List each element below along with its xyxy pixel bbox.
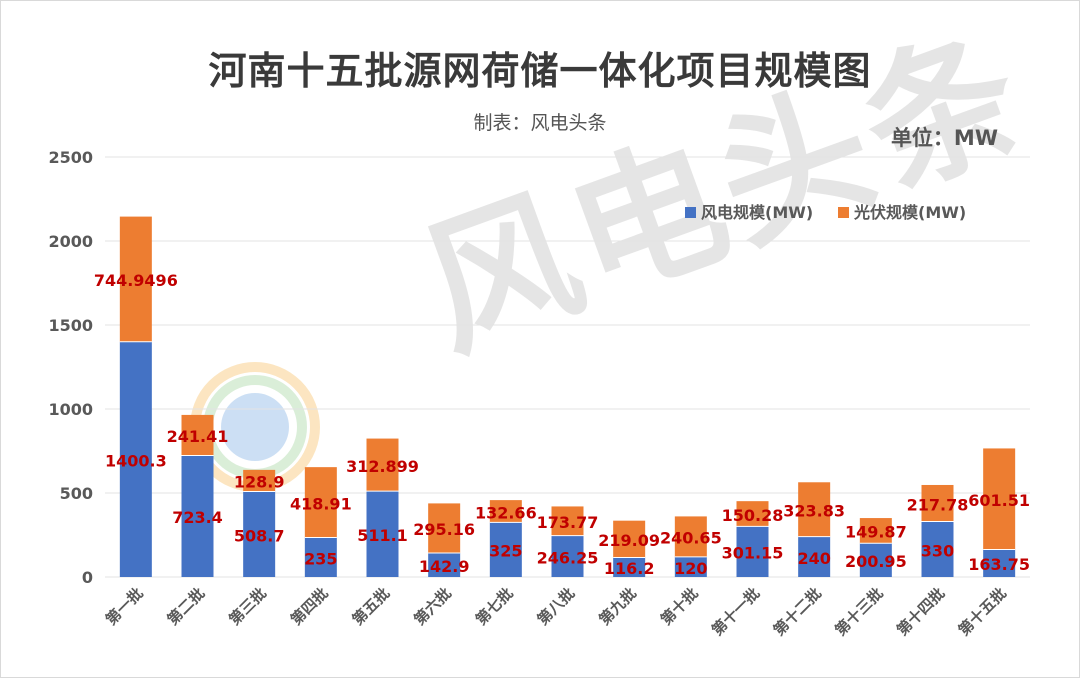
x-tick-label: 第五批 — [349, 584, 394, 629]
bar-wind — [428, 552, 461, 577]
x-tick-label: 第六批 — [410, 584, 455, 629]
bar-wind — [798, 536, 831, 577]
x-tick-label: 第三批 — [225, 584, 270, 629]
data-label-wind: 116.2 — [604, 559, 655, 578]
legend-swatch — [838, 207, 849, 218]
bar-solar — [181, 414, 214, 456]
bar-wind — [613, 557, 646, 577]
data-label-solar: 150.28 — [722, 506, 784, 525]
bar-wind — [983, 549, 1016, 577]
data-label-solar: 418.91 — [290, 494, 352, 513]
data-label-wind: 120 — [674, 559, 707, 578]
bar-wind — [674, 556, 707, 577]
bar-solar — [798, 482, 831, 537]
y-tick-label: 500 — [60, 484, 93, 503]
data-label-solar: 219.09 — [598, 531, 660, 550]
y-tick-label: 1500 — [48, 316, 93, 335]
bar-wind — [551, 535, 584, 577]
bar-solar — [551, 506, 584, 536]
x-tick-label: 第四批 — [287, 584, 332, 629]
data-label-solar: 295.16 — [413, 520, 475, 539]
data-label-wind: 723.4 — [172, 508, 223, 527]
chart-title: 河南十五批源网荷储一体化项目规模图 — [208, 49, 872, 93]
data-label-solar: 149.87 — [845, 523, 907, 542]
bar-wind — [304, 537, 337, 577]
bar-solar — [983, 448, 1016, 550]
bar-wind — [859, 543, 892, 577]
legend-swatch — [685, 207, 696, 218]
data-label-wind: 246.25 — [537, 548, 599, 567]
bar-wind — [489, 522, 522, 577]
bar-solar — [366, 438, 399, 492]
data-label-wind: 325 — [489, 542, 522, 561]
data-label-wind: 1400.3 — [105, 451, 167, 470]
data-label-solar: 173.77 — [537, 513, 599, 532]
x-tick-label: 第十五批 — [955, 584, 1010, 639]
bar-solar — [489, 500, 522, 523]
x-tick-label: 第十二批 — [770, 584, 825, 639]
data-label-solar: 312.899 — [346, 457, 419, 476]
bar-wind — [366, 491, 399, 577]
y-tick-label: 1000 — [48, 400, 93, 419]
chart-subtitle: 制表：风电头条 — [473, 112, 607, 134]
bar-solar — [243, 469, 276, 492]
data-label-wind: 142.9 — [419, 557, 470, 576]
bar-solar — [428, 503, 461, 553]
data-label-wind: 511.1 — [357, 526, 408, 545]
x-tick-label: 第十四批 — [893, 584, 948, 639]
legend-label: 风电规模(MW) — [701, 203, 813, 222]
data-label-solar: 323.83 — [783, 501, 845, 520]
x-tick-label: 第十三批 — [831, 584, 886, 639]
data-label-solar: 132.66 — [475, 503, 537, 522]
x-tick-label: 第十一批 — [708, 584, 763, 639]
x-tick-label: 第七批 — [472, 584, 517, 629]
data-label-solar: 240.65 — [660, 529, 722, 548]
y-tick-label: 2000 — [48, 232, 93, 251]
data-label-wind: 240 — [797, 549, 830, 568]
bar-solar — [736, 501, 769, 527]
data-label-wind: 200.95 — [845, 552, 907, 571]
data-label-solar: 744.9496 — [94, 271, 178, 290]
data-label-wind: 163.75 — [968, 555, 1030, 574]
x-tick-label: 第一批 — [102, 584, 147, 629]
bar-wind — [736, 526, 769, 577]
bar-solar — [674, 516, 707, 557]
data-label-solar: 128.9 — [234, 473, 285, 492]
bar-wind — [181, 455, 214, 577]
x-tick-label: 第八批 — [534, 584, 579, 629]
bar-solar — [859, 518, 892, 544]
bar-wind — [921, 521, 954, 577]
y-tick-label: 2500 — [48, 148, 93, 167]
x-tick-label: 第二批 — [164, 584, 209, 629]
data-label-solar: 241.41 — [167, 427, 229, 446]
bar-solar — [119, 216, 152, 342]
x-tick-label: 第十批 — [657, 584, 702, 629]
bar-solar — [304, 467, 337, 538]
y-tick-label: 0 — [82, 568, 93, 587]
data-label-wind: 235 — [304, 549, 337, 568]
unit-label: 单位：MW — [890, 126, 998, 150]
bar-solar — [613, 520, 646, 558]
data-label-wind: 508.7 — [234, 526, 285, 545]
data-label-solar: 217.78 — [907, 495, 969, 514]
data-label-solar: 601.51 — [968, 491, 1030, 510]
bar-wind — [119, 341, 152, 577]
data-label-wind: 330 — [921, 541, 954, 560]
bar-wind — [243, 491, 276, 577]
legend-label: 光伏规模(MW) — [853, 203, 966, 222]
data-label-wind: 301.15 — [722, 544, 784, 563]
x-tick-label: 第九批 — [595, 584, 640, 629]
bar-solar — [921, 484, 954, 522]
